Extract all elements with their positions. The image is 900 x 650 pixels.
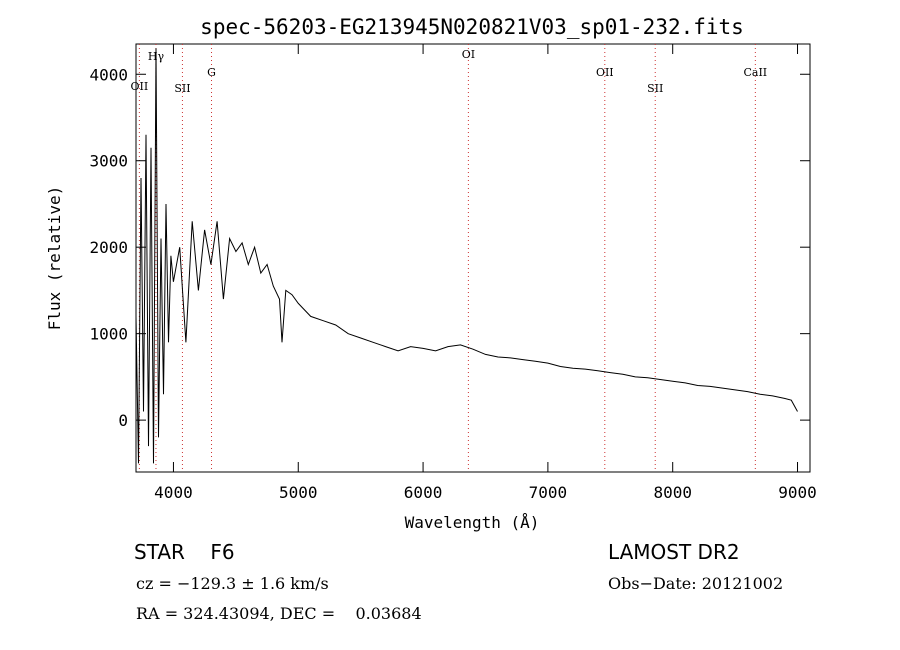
spectrum-line — [135, 48, 798, 464]
y-tick-label: 0 — [118, 411, 128, 430]
x-tick-label: 6000 — [404, 483, 443, 502]
line-marker-label: OII — [596, 66, 614, 79]
y-tick-label: 1000 — [89, 325, 128, 344]
x-tick-label: 4000 — [154, 483, 193, 502]
y-tick-label: 3000 — [89, 152, 128, 171]
y-axis-label: Flux (relative) — [45, 186, 64, 331]
plot-frame — [135, 43, 811, 473]
survey-label: LAMOST DR2 — [608, 540, 740, 564]
x-tick-label: 5000 — [279, 483, 318, 502]
x-tick-label: 7000 — [529, 483, 568, 502]
x-tick-label: 9000 — [778, 483, 817, 502]
y-tick-label: 4000 — [89, 65, 128, 84]
obs-date-label: Obs−Date: 20121002 — [608, 574, 784, 593]
spectrum-chart: spec-56203-EG213945N020821V03_sp01-232.f… — [45, 15, 817, 532]
line-marker-label: SII — [647, 82, 663, 95]
line-marker-label: SII — [174, 82, 190, 95]
redshift-label: cz = −129.3 ± 1.6 km/s — [136, 574, 329, 593]
line-marker-label: OI — [462, 48, 475, 61]
x-axis-label: Wavelength (Å) — [405, 513, 540, 532]
y-tick-label: 2000 — [89, 238, 128, 257]
line-marker-label: G — [207, 66, 216, 79]
chart-title: spec-56203-EG213945N020821V03_sp01-232.f… — [200, 15, 744, 39]
coordinates-label: RA = 324.43094, DEC = 0.03684 — [136, 604, 422, 623]
x-tick-label: 8000 — [653, 483, 692, 502]
line-marker-label: CaII — [743, 66, 767, 79]
object-class-label: STAR F6 — [134, 540, 235, 564]
line-marker-label: OII — [131, 80, 149, 93]
